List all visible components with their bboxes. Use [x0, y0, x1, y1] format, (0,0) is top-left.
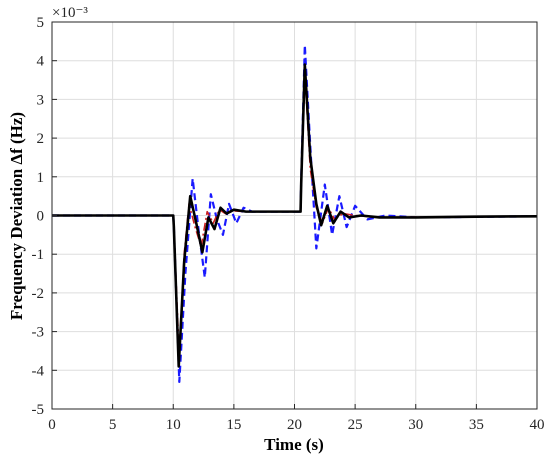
- y-tick-label: 2: [37, 131, 45, 147]
- x-tick-label: 25: [348, 417, 363, 433]
- y-tick-label: 4: [37, 54, 45, 70]
- series-line-2: [52, 44, 538, 384]
- y-exponent-label: ×10⁻³: [52, 5, 88, 21]
- x-tick-label: 40: [530, 417, 545, 433]
- series-layer: [52, 44, 538, 384]
- y-tick-label: -1: [32, 247, 45, 263]
- y-ticks: 5 4 3 2 1 0 -1 -2 -3 -4 -5: [32, 15, 57, 418]
- x-tick-label: 5: [109, 417, 117, 433]
- y-tick-label: -4: [32, 363, 45, 379]
- y-tick-label: -5: [32, 402, 45, 418]
- y-tick-label: -2: [32, 286, 45, 302]
- y-tick-label: 1: [37, 170, 45, 186]
- x-tick-label: 10: [166, 417, 181, 433]
- x-tick-label: 35: [469, 417, 484, 433]
- y-tick-label: 0: [37, 209, 45, 225]
- x-tick-label: 20: [287, 417, 302, 433]
- y-tick-label: 3: [37, 92, 45, 108]
- x-tick-label: 0: [48, 417, 56, 433]
- y-tick-label: 5: [37, 15, 45, 31]
- x-ticks: 0 5 10 15 20 25 30 35 40: [48, 404, 545, 433]
- x-tick-label: 15: [226, 417, 241, 433]
- x-tick-label: 30: [408, 417, 423, 433]
- x-axis-label: Time (s): [264, 435, 324, 454]
- y-axis-label: Frequency Deviation Δf (Hz): [7, 112, 26, 320]
- series-line-0: [52, 63, 538, 368]
- grid-lines: [51, 21, 538, 410]
- y-tick-label: -3: [32, 325, 45, 341]
